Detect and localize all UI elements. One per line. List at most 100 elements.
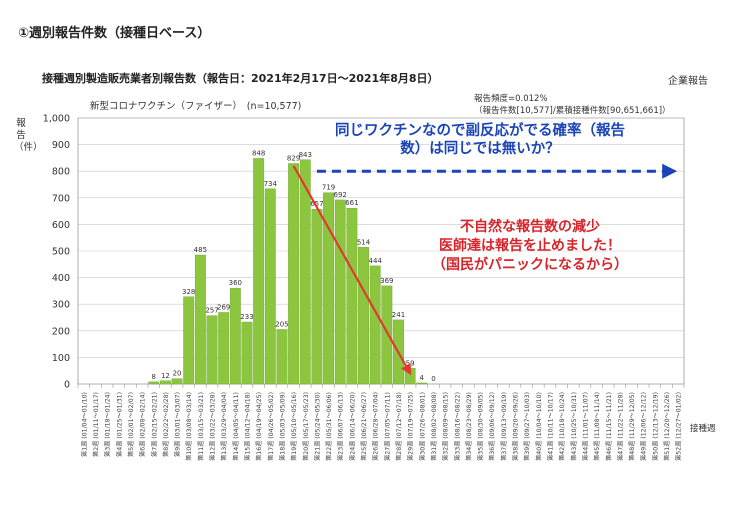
x-tick-label: 第44週 (11/01～11/07) [581,392,589,461]
x-tick-label: 第2週 (01/11～01/17) [92,392,100,457]
data-label: 8 [152,373,156,381]
x-tick-label: 第41週 (10/11～10/17) [546,392,554,461]
bar [194,254,206,385]
bar [253,158,265,385]
x-tick-label: 第30週 (07/26～08/01) [418,392,426,461]
bar [288,163,300,385]
x-tick-label: 第4週 (01/25～01/31) [115,392,123,457]
y-tick-label: 400 [52,273,70,284]
x-tick-label: 第50週 (12/13～12/19) [651,392,659,461]
x-tick-label: 第13週 (03/29～04/04) [220,392,228,461]
y-tick-label: 100 [52,353,70,364]
x-tick-label: 第17週 (04/26～05/02) [267,392,275,461]
x-tick-label: 第36週 (09/06～09/12) [488,392,496,461]
bar [323,192,334,385]
data-label: 360 [229,279,242,287]
bar [416,382,428,385]
x-tick-label: 第49週 (12/06～12/12) [640,392,648,461]
x-tick-label: 第6週 (02/08～02/14) [139,392,147,457]
x-tick-label: 第34週 (08/23～08/29) [465,392,473,461]
data-label: 843 [299,151,312,159]
chart-title: 接種週別製造販売業者別報告数（報告日：2021年2月17日～2021年8月8日） [42,72,439,85]
data-label: 829 [287,154,300,162]
x-tick-label: 第38週 (09/20～09/26) [512,392,520,461]
y-tick-label: 900 [52,140,70,151]
data-label: 657 [310,200,323,208]
x-tick-label: 第10週 (03/08～03/14) [185,392,193,461]
x-tick-label: 第28週 (07/12～07/18) [395,392,403,461]
x-tick-label: 第27週 (07/05～07/11) [383,392,391,461]
data-label: 485 [194,246,207,254]
data-label: 514 [357,238,371,246]
data-label: 719 [322,184,335,192]
data-label: 241 [392,311,405,319]
red-annotation-line-3: （国民がパニックになるから） [432,257,628,273]
bar [358,247,369,385]
y-tick-label: 300 [52,300,70,311]
x-tick-label: 第22週 (05/31～06/06) [325,392,333,461]
x-tick-label: 第11週 (03/15～03/21) [197,392,205,461]
x-axis-label: 接種週 [690,424,716,434]
red-annotation-line-1: 不自然な報告数の減少 [460,219,600,235]
y-tick-label: 0 [64,380,70,391]
bar [264,188,276,385]
x-tick-label: 第51週 (12/20～12/26) [663,392,671,461]
x-tick-label: 第14週 (04/05～04/11) [232,392,240,461]
y-tick-label: 600 [52,220,70,231]
x-tick-label: 第12週 (03/22～03/28) [209,392,217,461]
x-tick-label: 第45週 (11/08～11/14) [593,392,601,461]
y-tick-label: 700 [52,193,70,204]
x-tick-label: 第3週 (01/18～01/24) [104,392,112,457]
x-tick-label: 第39週 (09/27～10/03) [523,392,531,461]
x-tick-label: 第33週 (08/16～08/22) [453,392,461,461]
bar [159,380,171,385]
data-label: 734 [264,180,278,188]
bar [276,329,288,385]
data-label: 0 [431,375,435,383]
y-tick-label: 1,000 [43,114,70,125]
data-label: 692 [334,191,347,199]
x-tick-label: 第43週 (10/25～10/31) [570,392,578,461]
y-tick-label: 200 [52,326,70,337]
blue-annotation: 同じワクチンなので副反応がでる確率（報告数）は同じでは無いか？ [335,123,625,157]
x-tick-label: 第20週 (05/17～05/23) [302,392,310,461]
red-annotation: 不自然な報告数の減少 医師達は報告を止めました！ （国民がパニックになるから） [400,218,660,275]
bar [369,265,381,385]
section-title: ①週別報告件数（接種日ベース） [18,26,211,41]
data-label: 12 [161,372,170,380]
x-tick-label: 第21週 (05/24～05/30) [313,392,321,461]
x-tick-label: 第46週 (11/15～11/21) [605,392,613,461]
data-label: 257 [205,307,218,315]
x-tick-label: 第47週 (11/22～11/28) [616,392,624,461]
data-label: 328 [182,288,195,296]
data-label: 661 [345,199,358,207]
bar [229,288,241,385]
x-tick-label: 第1週 (01/04～01/10) [80,392,88,457]
red-diagonal-arrow [292,165,412,376]
bar [334,199,346,385]
bar [218,312,230,385]
x-tick-label: 第9週 (03/01～03/07) [174,392,182,457]
data-label: 205 [275,320,288,328]
data-label: 444 [368,257,382,265]
x-tick-label: 第31週 (08/02～08/08) [430,392,438,461]
y-tick-label: 800 [52,167,70,178]
x-tick-label: 第35週 (08/30～09/05) [477,392,485,461]
y-tick-label: 500 [52,247,70,258]
x-tick-label: 第15週 (04/12～04/18) [243,392,251,461]
data-label: 20 [173,370,182,378]
x-tick-label: 第42週 (10/18～10/24) [558,392,566,461]
bar [311,209,323,385]
data-label: 369 [380,277,393,285]
data-label: 269 [217,303,230,311]
bar [171,378,183,385]
x-tick-label: 第7週 (02/15～02/21) [150,392,158,457]
x-tick-label: 第8週 (02/22～02/28) [162,392,170,457]
chart-subtitle: 新型コロナワクチン（ファイザー） (n=10,577) [90,101,302,112]
report-frequency-detail: （報告件数[10,577]/累積接種件数[90,651,661]） [474,106,671,116]
bar [241,321,253,385]
x-tick-label: 第26週 (06/28～07/04) [372,392,380,461]
x-tick-label: 第25週 (06/21～06/27) [360,392,368,461]
x-tick-label: 第23週 (06/07～06/13) [337,392,345,461]
